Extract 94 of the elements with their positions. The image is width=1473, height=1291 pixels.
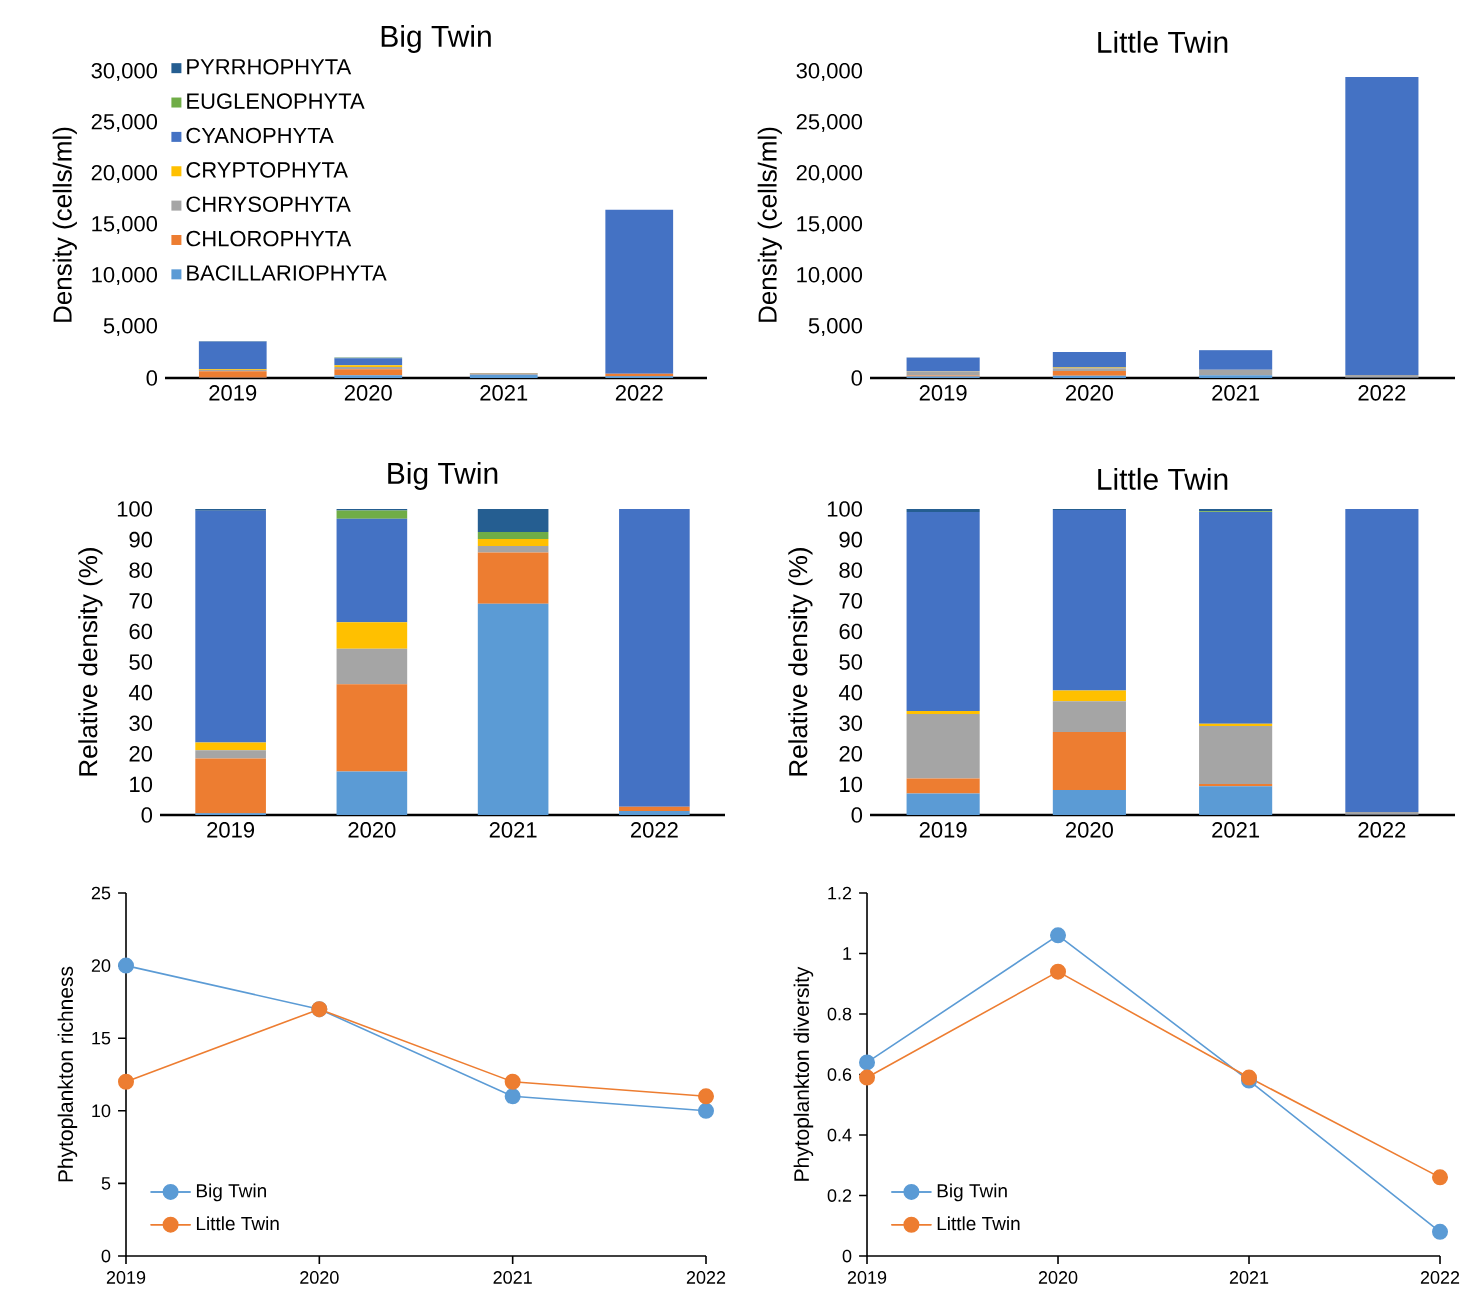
legend-label: CRYPTOPHYTA (186, 162, 348, 178)
y-tick-label: 10 (92, 1104, 111, 1118)
y-axis-title: Relative density (%) (788, 548, 813, 776)
y-tick-label: 15 (92, 1031, 111, 1045)
y-tick-label: 0.4 (827, 1128, 852, 1142)
y-tick-label: 5 (101, 1177, 111, 1190)
x-tick-label: 2022 (1358, 385, 1406, 401)
y-tick-label: 30 (839, 715, 863, 731)
y-tick-label: 80 (129, 562, 153, 578)
y-tick-label: 0 (101, 1249, 111, 1263)
x-tick-label: 2020 (1066, 822, 1113, 838)
y-tick-label: 0.8 (827, 1007, 852, 1021)
y-tick-label: 50 (129, 654, 153, 670)
y-tick-label: 15,000 (92, 215, 158, 235)
chart-title: Little Twin (1098, 30, 1228, 53)
x-tick-label: 2021 (489, 822, 537, 838)
y-tick-label: 10,000 (797, 266, 863, 286)
y-tick-label: 20 (91, 959, 111, 972)
legend-label: CHLOROPHYTA (186, 230, 352, 247)
y-axis-title: Phytoplankton diversity (793, 966, 814, 1181)
y-tick-label: 80 (839, 562, 863, 578)
y-tick-label: 10 (130, 776, 153, 793)
x-tick-label: 2022 (686, 1271, 726, 1284)
y-tick-label: 0.6 (827, 1068, 852, 1081)
y-tick-label: 0 (146, 370, 158, 386)
y-tick-label: 0.2 (827, 1189, 852, 1202)
legend-label: BACILLARIOPHYTA (187, 265, 387, 281)
x-tick-label: 2021 (493, 1271, 532, 1284)
y-axis-title: Phytoplankton richness (57, 966, 78, 1182)
legend-label: CHRYSOPHYTA (186, 196, 351, 213)
x-tick-label: 2022 (1420, 1271, 1460, 1284)
y-tick-label: 30,000 (796, 62, 863, 82)
y-tick-label: 1.2 (828, 886, 852, 900)
y-tick-label: 0 (141, 807, 153, 823)
x-tick-label: 2022 (631, 822, 678, 838)
y-tick-label: 100 (827, 501, 863, 517)
y-axis-title: Density (cells/ml) (757, 127, 782, 322)
x-tick-label: 2021 (1229, 1271, 1269, 1284)
x-tick-label: 2019 (919, 385, 967, 401)
x-tick-label: 2022 (1358, 822, 1406, 838)
y-tick-label: 5,000 (808, 317, 863, 337)
chart-title: Little Twin (1098, 467, 1228, 490)
y-tick-label: 20,000 (796, 164, 863, 184)
legend-label: EUGLENOPHYTA (187, 93, 365, 109)
y-tick-label: 30,000 (91, 62, 158, 82)
y-tick-label: 70 (839, 593, 863, 609)
chart-title: Big Twin (388, 461, 498, 490)
x-tick-label: 2020 (348, 822, 396, 838)
y-tick-label: 90 (129, 531, 153, 548)
x-tick-label: 2021 (480, 385, 528, 401)
y-tick-label: 10,000 (92, 266, 158, 286)
y-tick-label: 25,000 (796, 113, 863, 133)
y-tick-label: 20 (129, 746, 153, 762)
y-tick-label: 100 (117, 501, 153, 517)
legend-label: CYANOPHYTA (186, 127, 334, 144)
y-tick-label: 25,000 (91, 113, 158, 133)
y-tick-label: 40 (128, 684, 153, 701)
y-tick-label: 50 (839, 654, 863, 670)
legend-label: Big Twin (196, 1183, 266, 1202)
x-tick-label: 2022 (615, 385, 663, 401)
y-axis-title: Relative density (%) (78, 548, 103, 776)
x-tick-label: 2020 (300, 1271, 339, 1284)
x-tick-label: 2020 (1066, 385, 1113, 401)
legend-label: PYRRHOPHYTA (187, 59, 352, 75)
y-axis-title: Density (cells/ml) (52, 127, 77, 322)
y-tick-label: 60 (129, 623, 153, 640)
legend-label: Little Twin (937, 1216, 1020, 1231)
x-tick-label: 2019 (209, 385, 257, 401)
x-tick-label: 2019 (919, 822, 967, 838)
x-tick-label: 2019 (106, 1271, 146, 1284)
y-tick-label: 90 (839, 531, 863, 548)
y-tick-label: 10 (840, 776, 863, 793)
y-tick-label: 25 (91, 886, 111, 900)
y-tick-label: 30 (129, 715, 153, 731)
legend-label: Big Twin (937, 1183, 1007, 1202)
y-tick-label: 0 (842, 1249, 852, 1263)
y-tick-label: 1 (843, 947, 852, 960)
legend-label: Little Twin (196, 1216, 279, 1231)
x-tick-label: 2021 (1212, 385, 1260, 401)
x-tick-label: 2020 (344, 385, 392, 401)
y-tick-label: 60 (839, 623, 863, 640)
y-tick-label: 0 (851, 370, 863, 386)
y-tick-label: 70 (129, 593, 153, 609)
y-tick-label: 15,000 (797, 215, 863, 235)
chart-title: Big Twin (381, 24, 491, 53)
x-tick-label: 2020 (1038, 1271, 1078, 1284)
y-tick-label: 5,000 (103, 317, 158, 337)
y-tick-label: 40 (838, 684, 863, 701)
x-tick-label: 2019 (207, 822, 255, 838)
x-tick-label: 2021 (1212, 822, 1260, 838)
y-tick-label: 20 (839, 746, 863, 762)
y-tick-label: 0 (851, 807, 863, 823)
x-tick-label: 2019 (847, 1271, 887, 1284)
y-tick-label: 20,000 (91, 164, 158, 184)
